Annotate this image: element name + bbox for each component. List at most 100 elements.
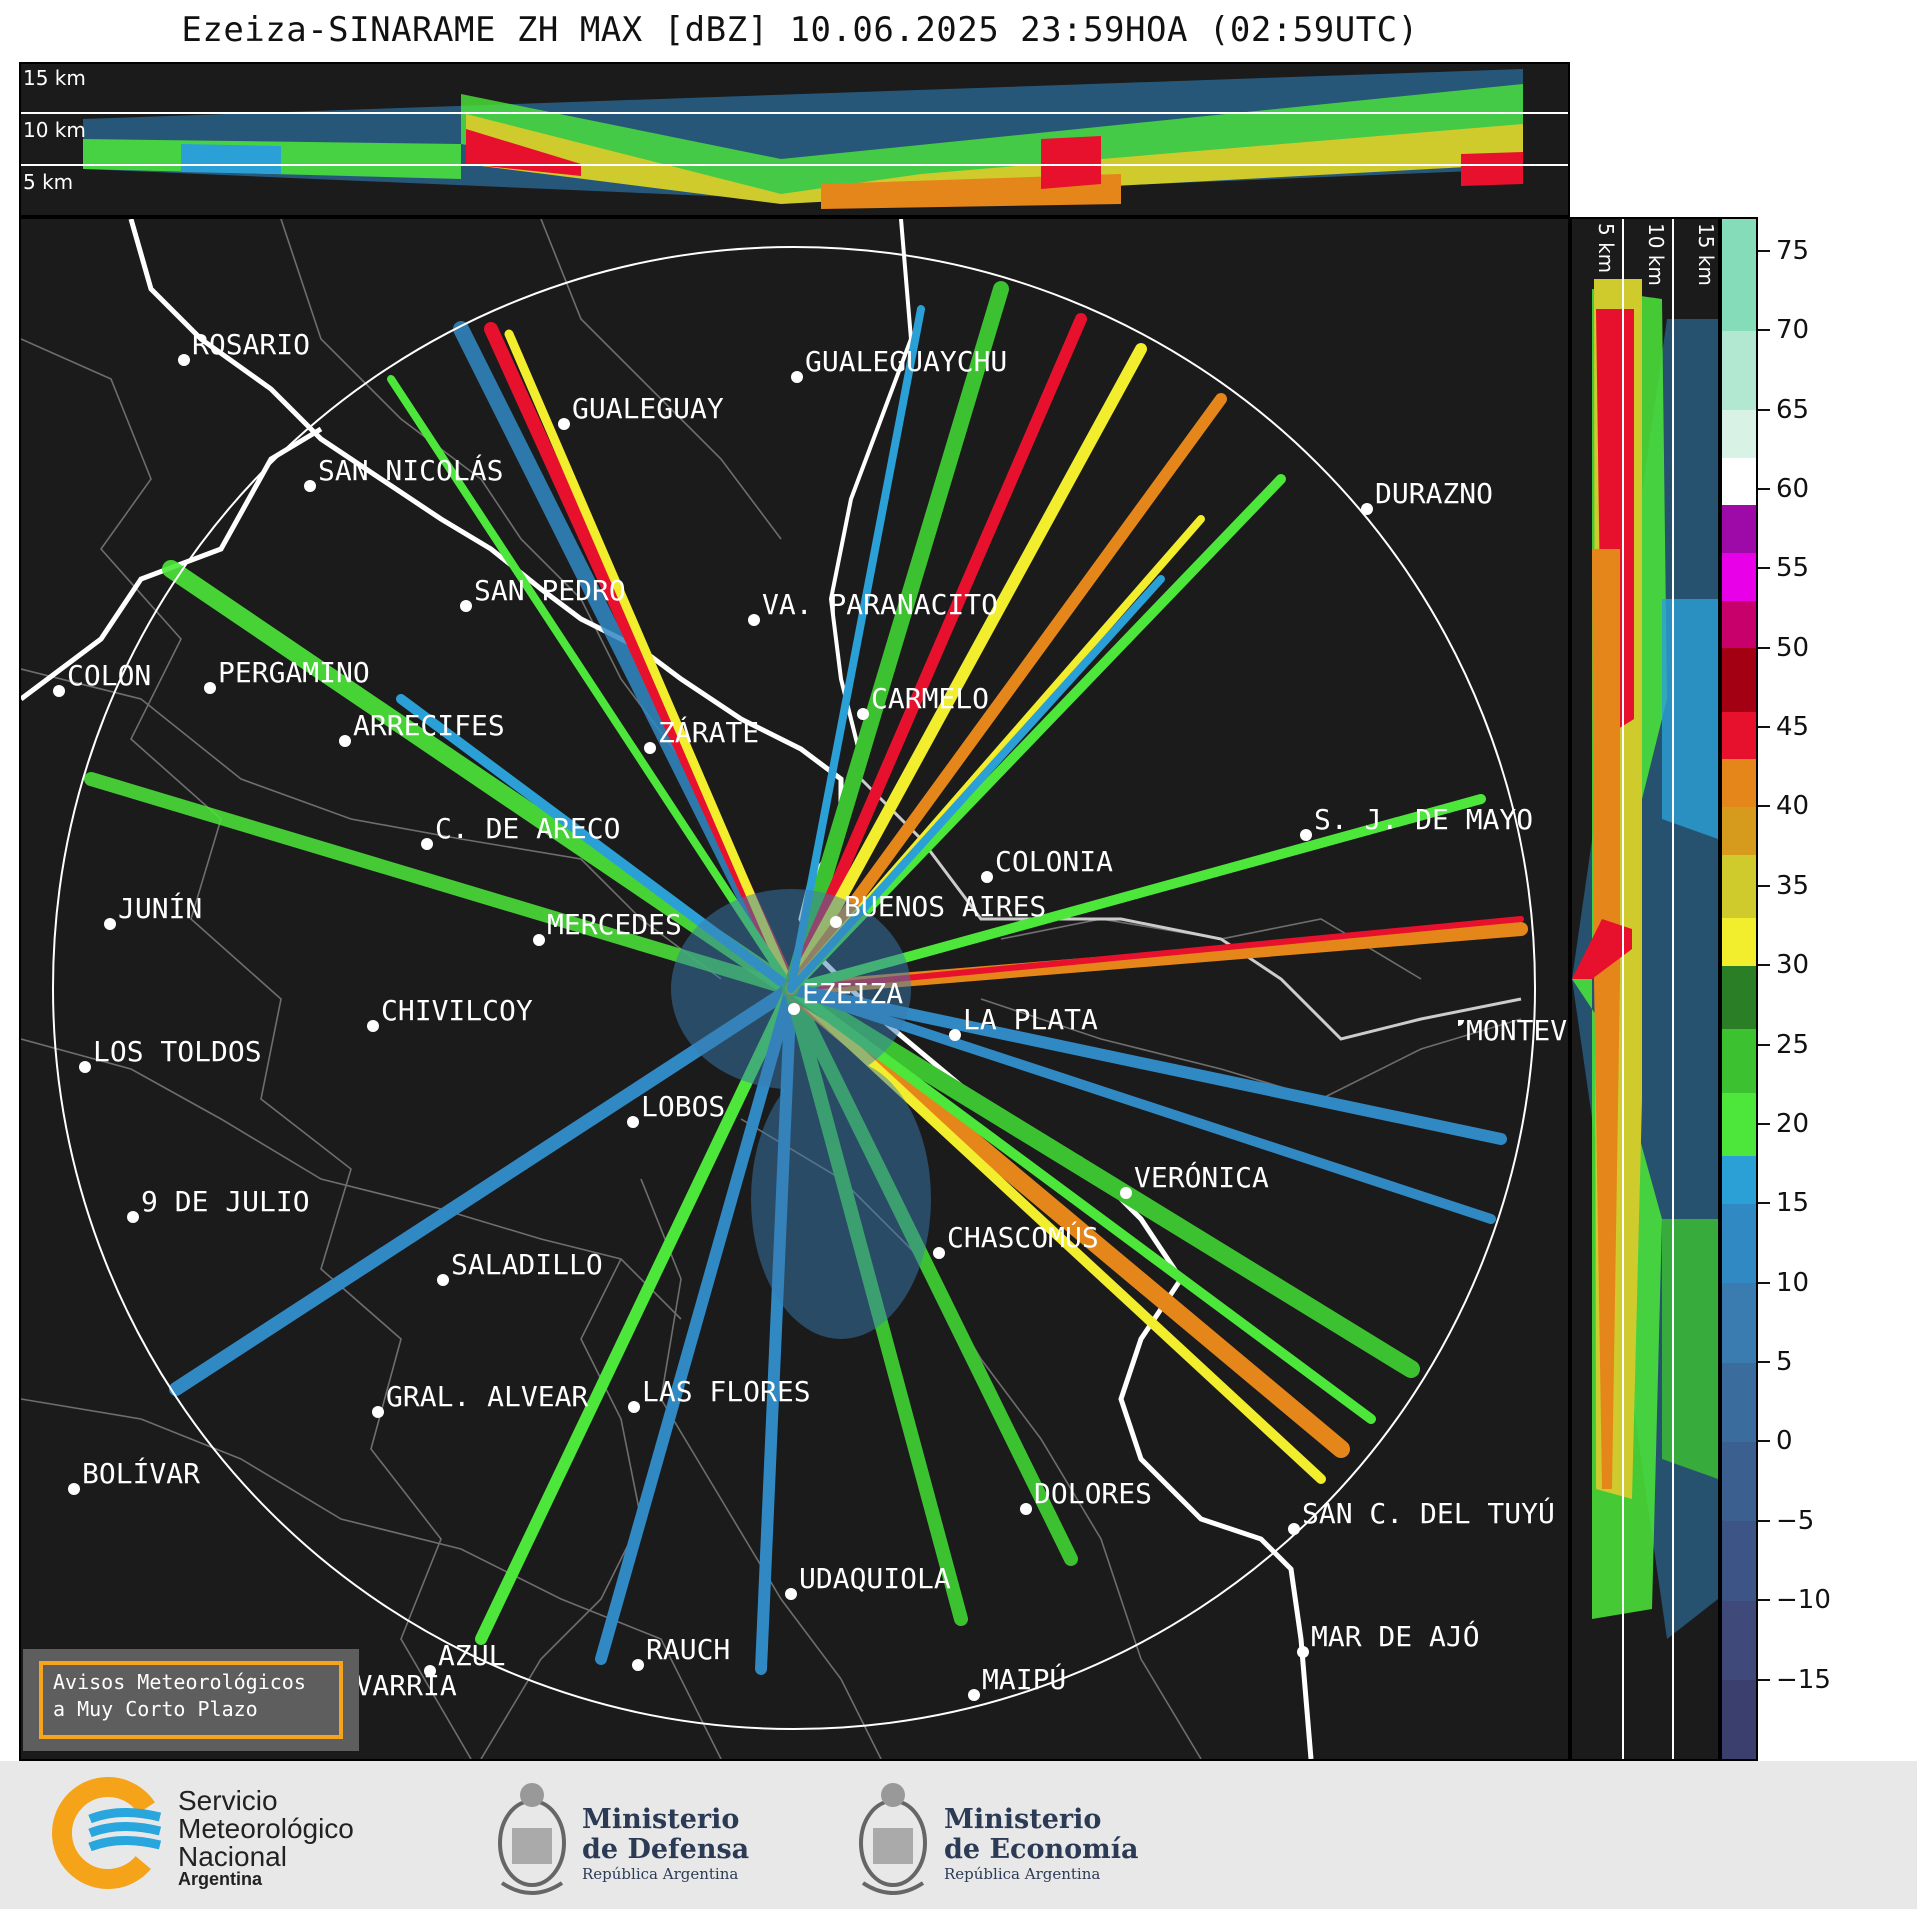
colorbar-tick [1758, 1122, 1770, 1125]
city-label: ZÁRATE [658, 715, 760, 749]
colorbar-segment [1722, 409, 1756, 458]
colorbar-segment [1722, 1441, 1756, 1522]
colorbar-tick-label: 65 [1776, 394, 1810, 425]
city-dot [857, 708, 869, 720]
colorbar-segment [1722, 965, 1756, 1030]
smn-logo-text: Servicio Meteorológico Nacional [178, 1787, 354, 1871]
city-label: S. J. DE MAYO [1314, 802, 1534, 836]
colorbar-tick-label: 30 [1776, 950, 1810, 981]
colorbar-tick [1758, 884, 1770, 887]
city-dot [1020, 1503, 1032, 1515]
colorbar-segment [1722, 330, 1756, 410]
avisos-banner[interactable]: Avisos Meteorológicos a Muy Corto Plazo [23, 1649, 359, 1751]
colorbar-tick [1758, 646, 1770, 649]
city-label: RAUCH [646, 1632, 731, 1666]
colorbar-tick-label: 0 [1776, 1426, 1793, 1457]
city-label: VERÓNICA [1134, 1160, 1269, 1194]
city-dot [785, 1588, 797, 1600]
city-dot [748, 614, 760, 626]
city-label: MONTEVIDEO [1466, 1020, 1568, 1047]
colorbar-tick-label: −15 [1776, 1664, 1831, 1695]
colorbar-segment [1722, 647, 1756, 712]
colorbar-tick-label: 50 [1776, 632, 1810, 663]
city-label: DOLORES [1034, 1476, 1153, 1510]
colorbar-segment [1722, 1203, 1756, 1284]
colorbar-tick-label: 75 [1776, 235, 1810, 266]
defensa-line-2: de Defensa [582, 1834, 750, 1865]
city-dot [627, 1116, 639, 1128]
city-label: SALADILLO [451, 1247, 603, 1281]
avisos-box[interactable]: Avisos Meteorológicos a Muy Corto Plazo [39, 1661, 343, 1739]
economia-sub: República Argentina [944, 1865, 1101, 1883]
argentina-coat-of-arms-icon [859, 1783, 927, 1895]
colorbar-segment [1722, 806, 1756, 855]
colorbar-tick [1758, 567, 1770, 570]
economia-line-2: de Economía [944, 1834, 1139, 1865]
top-profile-echoes [83, 69, 1523, 209]
right-profile-echoes [1572, 279, 1718, 1639]
defensa-line-1: Ministerio [582, 1804, 740, 1835]
city-label: BOLÍVAR [82, 1456, 201, 1490]
city-label: LOS TOLDOS [93, 1034, 262, 1068]
city-dot [1361, 503, 1373, 515]
colorbar-tick [1758, 1043, 1770, 1046]
colorbar-tick [1758, 408, 1770, 411]
city-dot [1458, 1020, 1464, 1026]
city-dot [933, 1247, 945, 1259]
city-label: CHIVILCOY [381, 993, 533, 1027]
city-dot [339, 735, 351, 747]
top-height-profile: 15 km 10 km 5 km [19, 62, 1570, 217]
colorbar-tick-label: 35 [1776, 870, 1810, 901]
smn-line-3: Nacional [178, 1841, 287, 1872]
city-dot [421, 838, 433, 850]
colorbar-segment [1722, 1155, 1756, 1204]
radar-range-ring [52, 246, 1536, 1730]
city-label: JUNÍN [118, 891, 203, 925]
city-label: AZUL [438, 1638, 506, 1672]
colorbar-tick [1758, 1519, 1770, 1522]
right-height-profile: 5 km 10 km 15 km [1570, 217, 1720, 1761]
city-label: BUENOS AIRES [844, 889, 1047, 923]
city-dot [204, 682, 216, 694]
city-dot [178, 354, 190, 366]
city-label: PERGAMINO [218, 655, 370, 689]
city-label: COLONIA [995, 844, 1114, 878]
colorbar-segment [1722, 711, 1756, 760]
colorbar-segment [1722, 552, 1756, 601]
avisos-line-2: a Muy Corto Plazo [53, 1697, 258, 1721]
city-label: ARRECIFES [353, 708, 505, 742]
colorbar-segment [1722, 600, 1756, 649]
colorbar-tick [1758, 726, 1770, 729]
defensa-sub: República Argentina [582, 1865, 739, 1883]
city-dot [79, 1061, 91, 1073]
city-label: SAN C. DEL TUYÚ [1302, 1496, 1555, 1530]
city-dot [304, 480, 316, 492]
city-dot [1288, 1523, 1300, 1535]
colorbar-tick-label: 20 [1776, 1108, 1810, 1139]
colorbar-tick [1758, 329, 1770, 332]
smn-sub: Argentina [178, 1869, 263, 1889]
city-dot [628, 1401, 640, 1413]
city-label: GUALEGUAYCHU [805, 344, 1008, 378]
footer: Servicio Meteorológico Nacional Argentin… [0, 1761, 1917, 1909]
colorbar-tick [1758, 1361, 1770, 1364]
city-label: MERCEDES [547, 907, 682, 941]
city-label: LOBOS [641, 1089, 726, 1123]
city-label: CARMELO [871, 681, 990, 715]
colorbar-tick-label: 25 [1776, 1029, 1810, 1060]
city-label: COLON [67, 658, 152, 692]
smn-logo-icon [52, 1777, 164, 1889]
colorbar-segment [1722, 1362, 1756, 1442]
colorbar-segment [1722, 1600, 1756, 1681]
height-label-5km: 5 km [23, 170, 74, 194]
radar-map: ROSARIO GUALEGUAYCHU GUALEGUAY SAN NICOL… [19, 217, 1570, 1761]
colorbar-tick [1758, 487, 1770, 490]
colorbar-tick [1758, 1281, 1770, 1284]
city-label: CHASCOMÚS [947, 1220, 1099, 1254]
height-line-5km [21, 164, 1568, 166]
colorbar-tick [1758, 964, 1770, 967]
city-label: VA. PARANACITO [762, 587, 999, 621]
city-dot [791, 371, 803, 383]
city-label: ROSARIO [192, 327, 311, 361]
colorbar-tick-label: 55 [1776, 553, 1810, 584]
